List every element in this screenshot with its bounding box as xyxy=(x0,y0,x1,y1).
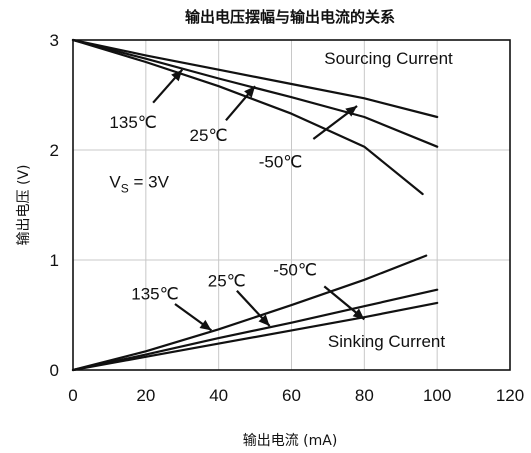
sink-25-label: 25℃ xyxy=(208,271,246,290)
x-tick-label: 100 xyxy=(423,386,451,405)
src-135-label: 135℃ xyxy=(109,113,156,132)
series-sourcing-135c xyxy=(71,38,439,119)
y-tick-label: 1 xyxy=(50,251,59,270)
sink-m50-arrowhead xyxy=(352,308,365,320)
y-tick-label: 3 xyxy=(50,31,59,50)
annotations: Sourcing Current Sinking Current VS = 3V 13… xyxy=(109,49,453,351)
tick-labels: 0 20 40 60 80 100 120 0 1 2 3 xyxy=(50,31,525,405)
series-lines xyxy=(71,38,439,372)
y-tick-label: 0 xyxy=(50,361,59,380)
y-axis-label: 输出电压 (V) xyxy=(16,165,32,246)
vs-label: VS = 3V xyxy=(109,172,169,195)
x-tick-label: 40 xyxy=(209,386,228,405)
series-sinking-25c xyxy=(71,288,439,372)
series-sinking-135c xyxy=(71,254,428,372)
sourcing-current-label: Sourcing Current xyxy=(324,49,453,68)
grid-lines xyxy=(73,40,510,370)
x-axis-label: 输出电流 (mA) xyxy=(243,433,338,449)
src-25-label: 25℃ xyxy=(190,126,228,145)
sinking-current-label: Sinking Current xyxy=(328,332,445,351)
series-sourcing-m50c xyxy=(71,38,424,196)
x-tick-label: 80 xyxy=(355,386,374,405)
chart-title: 输出电压摆幅与输出电流的关系 xyxy=(185,8,395,26)
sink-135-label: 135℃ xyxy=(131,285,178,304)
src-m50-arrowhead xyxy=(345,106,358,117)
src-25-arrowhead xyxy=(244,86,256,98)
series-sinking-m50c xyxy=(71,301,439,372)
x-tick-label: 120 xyxy=(496,386,524,405)
x-tick-label: 20 xyxy=(136,386,155,405)
plot-frame xyxy=(72,39,511,371)
sink-m50-label: -50℃ xyxy=(273,260,317,279)
x-tick-label: 60 xyxy=(282,386,301,405)
annotation-arrows xyxy=(152,68,366,332)
src-m50-label: -50℃ xyxy=(259,153,303,172)
src-135-arrowhead xyxy=(171,69,183,82)
sink-135-arrowhead xyxy=(199,319,212,331)
sink-25-arrowhead xyxy=(258,314,270,326)
y-tick-label: 2 xyxy=(50,141,59,160)
x-tick-label: 0 xyxy=(68,386,77,405)
